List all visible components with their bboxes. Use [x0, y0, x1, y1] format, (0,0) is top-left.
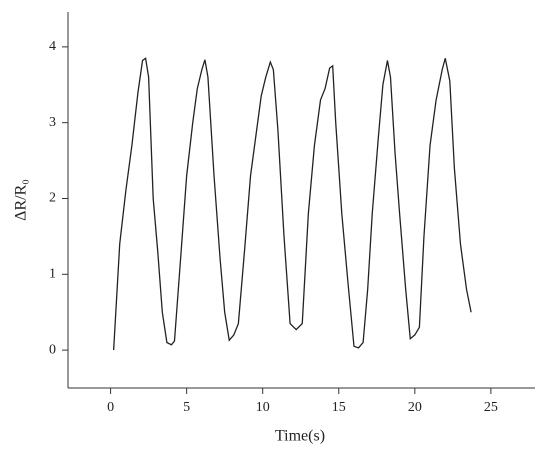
x-tick-label: 10 [256, 400, 270, 415]
x-axis-label: Time(s) [275, 428, 325, 445]
data-line [112, 57, 472, 351]
y-tick-label: 2 [49, 191, 56, 206]
x-tick-label: 0 [107, 400, 114, 415]
y-tick-label: 1 [49, 267, 56, 282]
x-tick-label: 5 [183, 400, 190, 415]
y-axis-label: ΔR/R₀ [13, 179, 30, 221]
x-tick-label: 15 [332, 400, 346, 415]
y-tick-label: 0 [49, 342, 56, 357]
x-tick-label: 25 [484, 400, 498, 415]
x-tick-label: 20 [408, 400, 422, 415]
y-tick-label: 4 [49, 39, 56, 54]
y-tick-label: 3 [49, 115, 56, 130]
